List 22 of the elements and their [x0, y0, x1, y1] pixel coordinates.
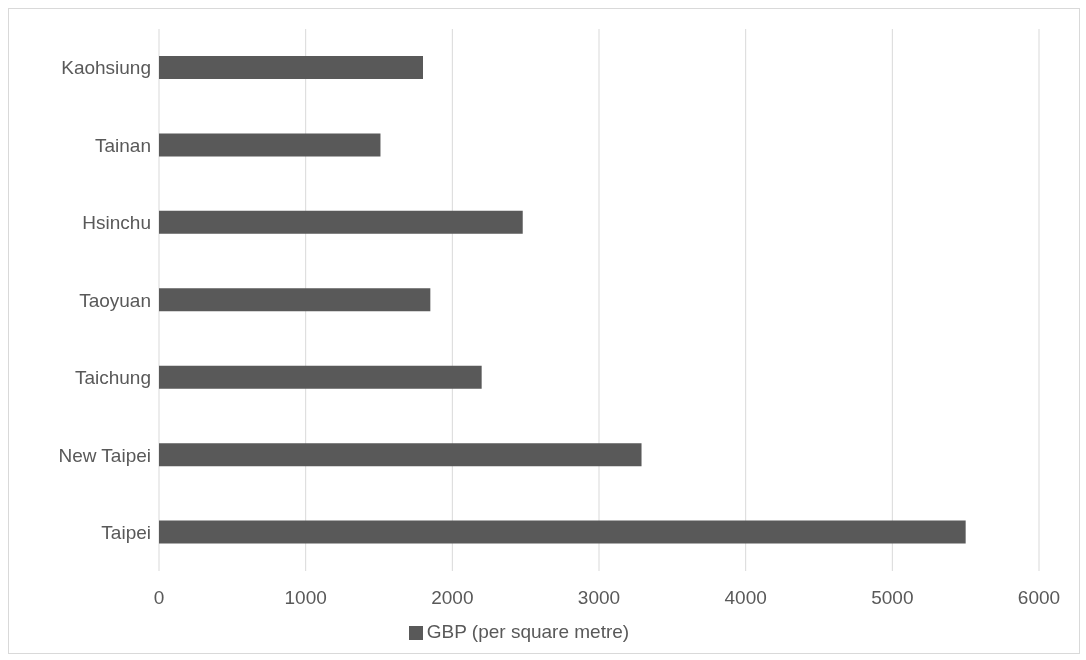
bar [159, 443, 642, 467]
x-tick-label: 3000 [577, 587, 621, 609]
bar [159, 133, 381, 157]
bar [159, 520, 966, 544]
bar [159, 210, 523, 234]
bar [159, 56, 423, 79]
legend-label: GBP (per square metre) [426, 621, 630, 642]
bar [159, 288, 431, 312]
y-tick-label: Kaohsiung [61, 57, 151, 79]
x-tick-label: 6000 [1017, 587, 1061, 609]
x-tick-label: 4000 [724, 587, 767, 609]
y-tick-label: Tainan [95, 134, 151, 156]
y-tick-label: Taipei [101, 522, 151, 544]
y-tick-label: Taichung [74, 367, 151, 389]
y-tick-label: Hsinchu [82, 212, 151, 234]
y-tick-label: New Taipei [58, 444, 151, 466]
x-tick-label: 0 [153, 587, 165, 609]
x-tick-label: 5000 [871, 587, 914, 609]
y-tick-label: Taoyuan [79, 289, 151, 311]
x-tick-label: 1000 [284, 587, 327, 609]
bar [159, 365, 482, 389]
x-tick-label: 2000 [431, 587, 474, 609]
